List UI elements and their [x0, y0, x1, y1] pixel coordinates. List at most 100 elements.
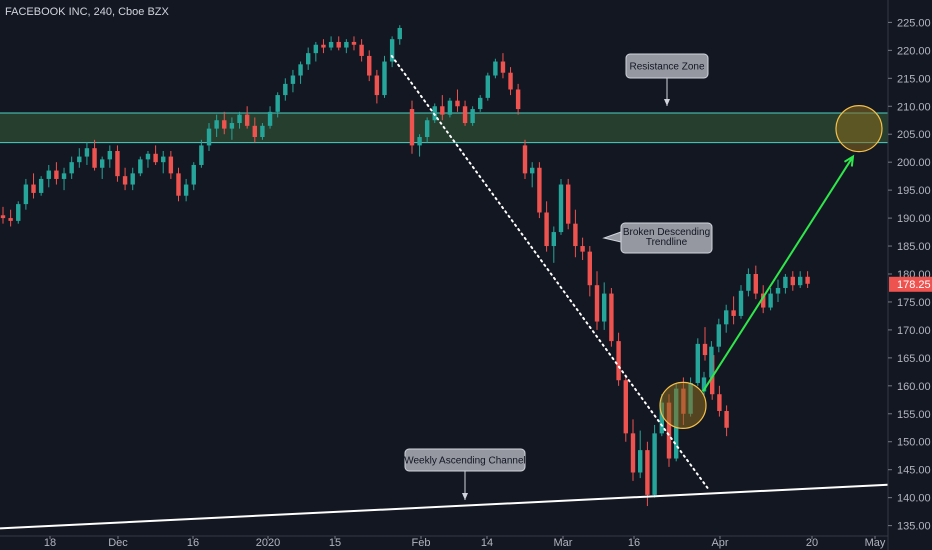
- candle-body: [374, 75, 380, 96]
- y-tick-label: 135.00: [897, 521, 931, 533]
- candles-layer: [0, 25, 810, 507]
- candle-body: [168, 156, 174, 174]
- candle-body: [351, 41, 357, 45]
- candle-body: [580, 246, 585, 252]
- candle-body: [738, 290, 744, 316]
- candle-body: [761, 293, 766, 308]
- candle-body: [161, 156, 166, 163]
- candle-body: [645, 450, 650, 495]
- chart-title: FACEBOOK INC, 240, Cboe BZX: [5, 6, 169, 18]
- candle-body: [724, 310, 729, 325]
- candle-body: [46, 170, 51, 179]
- candle-body: [38, 178, 44, 193]
- candle-body: [798, 276, 803, 286]
- candle-body: [54, 170, 59, 179]
- candle-body: [84, 148, 90, 157]
- candle-body: [417, 137, 422, 146]
- candle-body: [594, 285, 600, 322]
- candle-body: [344, 41, 349, 48]
- y-tick-label: 225.00: [897, 17, 931, 29]
- y-tick-label: 175.00: [897, 297, 931, 309]
- candle-body: [544, 212, 549, 247]
- y-tick-label: 165.00: [897, 353, 931, 365]
- candle-body: [313, 44, 319, 54]
- candle-body: [389, 39, 395, 62]
- callouts-layer: Resistance Zone Broken DescendingTrendlin…: [404, 53, 713, 500]
- callout-1: Resistance Zone: [625, 53, 709, 106]
- y-tick-label: 195.00: [897, 185, 931, 197]
- candle-body: [267, 111, 273, 126]
- x-tick-label: 16: [628, 537, 640, 549]
- candle-body: [522, 145, 528, 174]
- candle-body: [183, 184, 189, 196]
- x-tick-label: Mar: [554, 537, 573, 549]
- candle-body: [397, 27, 402, 40]
- candle-body: [260, 125, 265, 138]
- x-tick-label: Feb: [412, 537, 431, 549]
- y-tick-label: 185.00: [897, 241, 931, 253]
- x-tick-label: 20: [806, 537, 818, 549]
- candle-body: [8, 218, 13, 221]
- candle-body: [23, 184, 29, 205]
- y-tick-label: 160.00: [897, 381, 931, 393]
- candle-body: [500, 61, 506, 73]
- candle-body: [336, 41, 341, 48]
- candle-body: [252, 125, 257, 138]
- y-tick-label: 145.00: [897, 465, 931, 477]
- candle-body: [709, 346, 714, 378]
- x-tick-label: 18: [44, 537, 56, 549]
- candle-body: [206, 128, 212, 146]
- candle-body: [775, 287, 781, 294]
- y-tick-label: 200.00: [897, 157, 931, 169]
- x-tick-label: 15: [329, 537, 341, 549]
- candle-body: [666, 402, 672, 459]
- candle-body: [382, 61, 387, 96]
- candle-body: [283, 83, 288, 96]
- candle-body: [244, 114, 250, 126]
- candle-body: [790, 276, 795, 286]
- callout-pointer-head: [462, 493, 468, 500]
- candle-body: [717, 394, 722, 411]
- candle-body: [440, 106, 445, 115]
- y-tick-label: 215.00: [897, 73, 931, 85]
- candle-body: [630, 433, 636, 473]
- candle-body: [587, 251, 592, 286]
- callout-pointer: [602, 231, 622, 243]
- y-tick-label: 150.00: [897, 437, 931, 449]
- candle-body: [478, 97, 483, 110]
- candle-body: [424, 120, 430, 138]
- candle-body: [702, 343, 708, 356]
- candle-body: [455, 100, 460, 107]
- candle-body: [61, 173, 67, 179]
- candle-body: [753, 274, 758, 294]
- candle-body: [0, 215, 6, 219]
- candle-body: [515, 89, 521, 110]
- candle-body: [31, 184, 36, 193]
- candle-body: [92, 148, 97, 168]
- y-tick-label: 155.00: [897, 409, 931, 421]
- candle-body: [298, 64, 303, 76]
- candle-body: [462, 106, 468, 124]
- callout-label: Weekly Ascending Channel: [404, 456, 526, 467]
- projection-arrow-head: [843, 154, 855, 167]
- candle-body: [237, 114, 242, 124]
- candle-body: [470, 109, 475, 124]
- callout-3: Weekly Ascending Channel: [404, 448, 526, 500]
- candle-body: [566, 184, 571, 224]
- candle-body: [652, 433, 657, 495]
- candle-body: [328, 41, 334, 48]
- candle-body: [805, 276, 810, 284]
- x-tick-label: 16: [187, 537, 199, 549]
- candle-body: [537, 167, 542, 213]
- candle-body: [130, 173, 135, 185]
- x-tick-label: Dec: [108, 537, 128, 549]
- candle-body: [659, 402, 664, 434]
- candle-body: [107, 150, 113, 160]
- descending-trendline: [390, 54, 710, 491]
- candle-body: [306, 53, 311, 65]
- candle-body: [367, 55, 372, 76]
- candle-body: [191, 164, 196, 185]
- projection-arrow-line: [702, 156, 854, 392]
